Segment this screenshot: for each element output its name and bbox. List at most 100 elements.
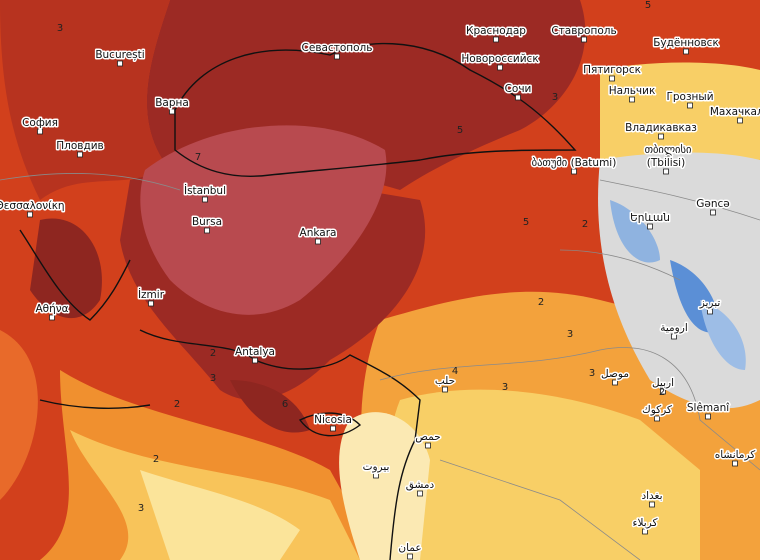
city-label: Пятигорск bbox=[583, 64, 641, 76]
contour-label: 5 bbox=[523, 217, 529, 228]
city-marker bbox=[27, 211, 33, 218]
contour-label: 3 bbox=[502, 382, 508, 393]
city-label: Ставрополь bbox=[551, 25, 616, 37]
contour-label: 2 bbox=[174, 399, 180, 410]
contour-label: 5 bbox=[457, 125, 463, 136]
city-marker bbox=[442, 386, 448, 393]
city-marker bbox=[612, 379, 618, 386]
city-marker bbox=[169, 108, 175, 115]
city-marker bbox=[665, 155, 671, 162]
city-marker bbox=[660, 388, 666, 395]
city-label: Краснодар bbox=[466, 25, 526, 37]
city-label: Новороссийск bbox=[461, 53, 538, 65]
city-marker bbox=[49, 314, 55, 321]
city-label: كربلاء bbox=[633, 517, 658, 529]
city-marker bbox=[707, 308, 713, 315]
city-marker bbox=[649, 501, 655, 508]
contour-label: 3 bbox=[138, 503, 144, 514]
city-label: İzmir bbox=[138, 288, 165, 301]
city-label: Gəncə bbox=[696, 198, 729, 210]
city-marker bbox=[687, 102, 693, 109]
contour-label: 2 bbox=[659, 387, 665, 398]
city-label: Пловдив bbox=[56, 140, 104, 152]
city-marker bbox=[515, 94, 521, 101]
city-marker bbox=[642, 528, 648, 535]
city-marker bbox=[204, 227, 210, 234]
contour-label: 7 bbox=[195, 152, 201, 163]
city-marker bbox=[571, 168, 577, 175]
city-label: ბათუმი (Batumi) bbox=[532, 157, 617, 169]
city-label: Bursa bbox=[192, 216, 222, 228]
city-label: Θεσσαλονίκη bbox=[0, 200, 65, 212]
city-label: Владикавказ bbox=[625, 122, 697, 134]
city-marker bbox=[202, 196, 208, 203]
city-marker bbox=[315, 238, 321, 245]
city-marker bbox=[671, 333, 677, 340]
city-marker bbox=[334, 53, 340, 60]
city-label: București bbox=[95, 49, 144, 61]
city-label: Севастополь bbox=[302, 42, 373, 54]
city-label: Будённовск bbox=[653, 37, 719, 49]
contour-label: 4 bbox=[452, 366, 458, 377]
city-marker bbox=[37, 128, 43, 135]
city-marker bbox=[425, 442, 431, 449]
contour-label: 3 bbox=[567, 329, 573, 340]
city-label: Махачкала bbox=[710, 106, 760, 118]
city-marker bbox=[497, 64, 503, 71]
city-label: Грозный bbox=[666, 91, 713, 103]
city-marker bbox=[417, 490, 423, 497]
city-label: موصل bbox=[601, 368, 629, 380]
city-label: Αθήνα bbox=[35, 303, 68, 315]
city-label: Варна bbox=[155, 97, 189, 109]
city-label: بغداد bbox=[641, 490, 662, 502]
city-label: اربيل bbox=[652, 377, 674, 389]
city-label: Slêmanî bbox=[687, 402, 730, 414]
city-marker bbox=[77, 151, 83, 158]
contour-label: 5 bbox=[645, 0, 651, 11]
contour-label: 3 bbox=[210, 373, 216, 384]
city-marker bbox=[330, 425, 336, 432]
city-label: حلب bbox=[435, 375, 455, 387]
city-label: Nicosia bbox=[314, 414, 352, 426]
city-marker bbox=[148, 300, 154, 307]
city-marker bbox=[658, 133, 664, 140]
contour-label: 6 bbox=[282, 399, 288, 410]
city-label: دمشق bbox=[406, 479, 435, 491]
city-label: İstanbul bbox=[184, 184, 226, 197]
city-marker bbox=[629, 96, 635, 103]
city-marker bbox=[493, 36, 499, 43]
city-marker bbox=[609, 75, 615, 82]
city-marker bbox=[581, 36, 587, 43]
city-marker bbox=[373, 472, 379, 479]
city-marker bbox=[705, 413, 711, 420]
city-marker bbox=[117, 60, 123, 67]
contour-label: 2 bbox=[582, 219, 588, 230]
city-label: Ankara bbox=[300, 227, 337, 239]
city-label: عمان bbox=[398, 542, 421, 554]
city-marker bbox=[732, 460, 738, 467]
city-label: كركوك bbox=[642, 404, 672, 416]
city-marker bbox=[710, 209, 716, 216]
city-marker bbox=[407, 553, 413, 560]
contour-label: 2 bbox=[538, 297, 544, 308]
contour-label: 3 bbox=[589, 368, 595, 379]
city-label: ارومية bbox=[660, 322, 687, 334]
city-marker bbox=[252, 357, 258, 364]
contour-label: 2 bbox=[210, 348, 216, 359]
city-label: София bbox=[22, 117, 58, 129]
coastlines bbox=[19, 42, 577, 560]
city-label: حمص bbox=[415, 431, 440, 443]
city-label: Нальчик bbox=[609, 85, 656, 97]
contour-label: 2 bbox=[153, 454, 159, 465]
city-label: თბილისი bbox=[645, 144, 692, 156]
city-marker bbox=[663, 168, 669, 175]
city-label: Antalya bbox=[235, 346, 275, 358]
city-label: تبريز bbox=[699, 297, 721, 309]
city-marker bbox=[683, 48, 689, 55]
city-label: بيروت bbox=[363, 461, 390, 473]
city-marker bbox=[647, 223, 653, 230]
city-marker bbox=[654, 415, 660, 422]
